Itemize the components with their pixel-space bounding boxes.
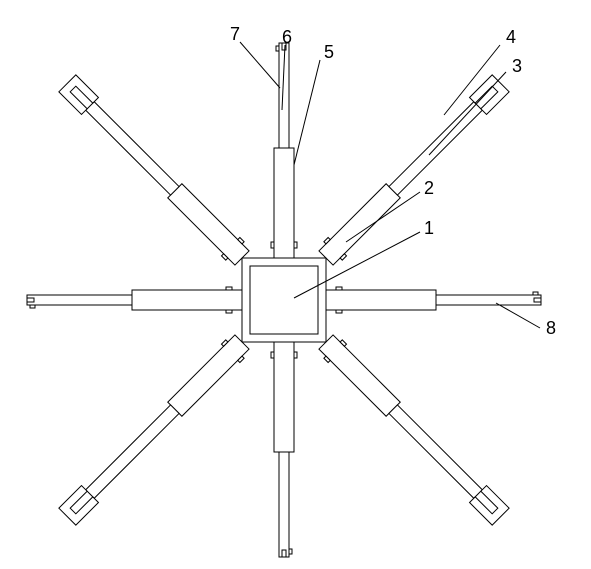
engineering-diagram xyxy=(0,0,591,569)
callout-label-8: 8 xyxy=(546,318,556,339)
callout-label-3: 3 xyxy=(512,56,522,77)
callout-label-5: 5 xyxy=(324,42,334,63)
callout-label-2: 2 xyxy=(424,178,434,199)
callout-label-6: 6 xyxy=(282,27,292,48)
callout-label-7: 7 xyxy=(230,24,240,45)
callout-label-1: 1 xyxy=(424,218,434,239)
callout-label-4: 4 xyxy=(506,27,516,48)
